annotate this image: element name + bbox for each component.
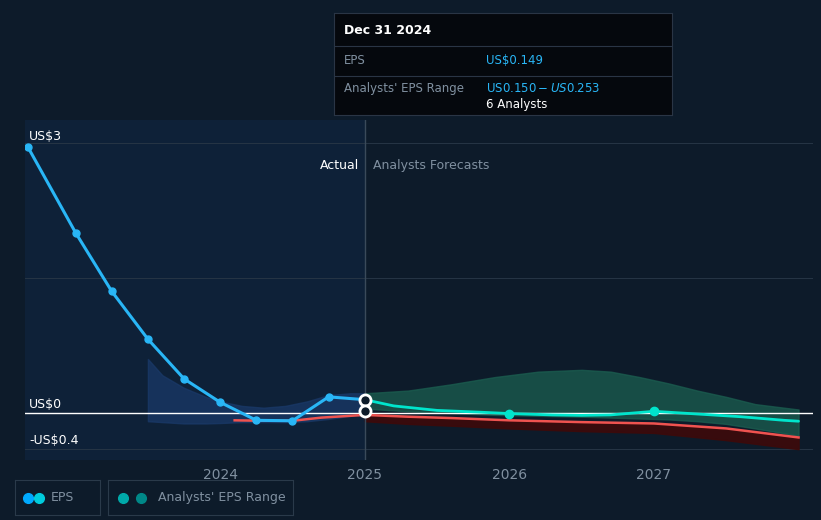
Text: Analysts' EPS Range: Analysts' EPS Range [158,491,286,504]
Text: Dec 31 2024: Dec 31 2024 [344,24,431,37]
Text: US$3: US$3 [30,129,62,142]
Text: US$0.150 - US$0.253: US$0.150 - US$0.253 [486,82,600,95]
Text: EPS: EPS [344,55,366,68]
Text: US$0: US$0 [30,398,62,411]
Text: 6 Analysts: 6 Analysts [486,98,548,111]
Bar [25,120,365,460]
Text: US$0.149: US$0.149 [486,55,544,68]
Text: -US$0.4: -US$0.4 [30,434,79,447]
Text: Analysts' EPS Range: Analysts' EPS Range [344,82,464,95]
Text: Actual: Actual [319,159,359,172]
Text: Analysts Forecasts: Analysts Forecasts [374,159,490,172]
Text: EPS: EPS [51,491,74,504]
